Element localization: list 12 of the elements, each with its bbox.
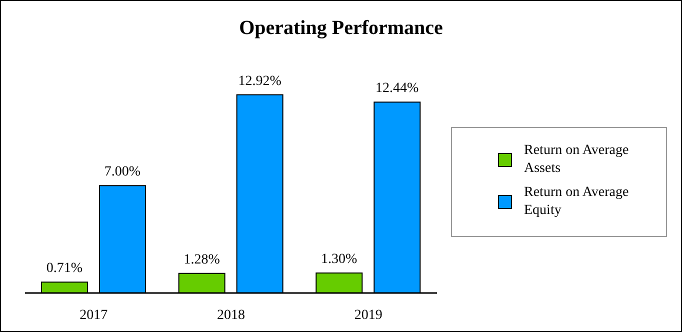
legend-label: Return on Average Equity [524, 184, 630, 220]
data-label: 0.71% [46, 261, 83, 276]
data-label: 7.00% [104, 164, 141, 180]
x-tick-label: 2018 [217, 308, 245, 323]
data-label: 1.30% [321, 252, 358, 268]
data-label: 12.44% [376, 81, 420, 96]
x-tick-label: 2017 [80, 308, 108, 323]
legend-label: Return on Average Assets [524, 142, 630, 178]
x-tick-label: 2019 [354, 308, 382, 323]
chart-title: Operating Performance [238, 17, 444, 40]
data-label: 1.28% [184, 252, 220, 268]
data-label: 12.92% [238, 74, 282, 89]
